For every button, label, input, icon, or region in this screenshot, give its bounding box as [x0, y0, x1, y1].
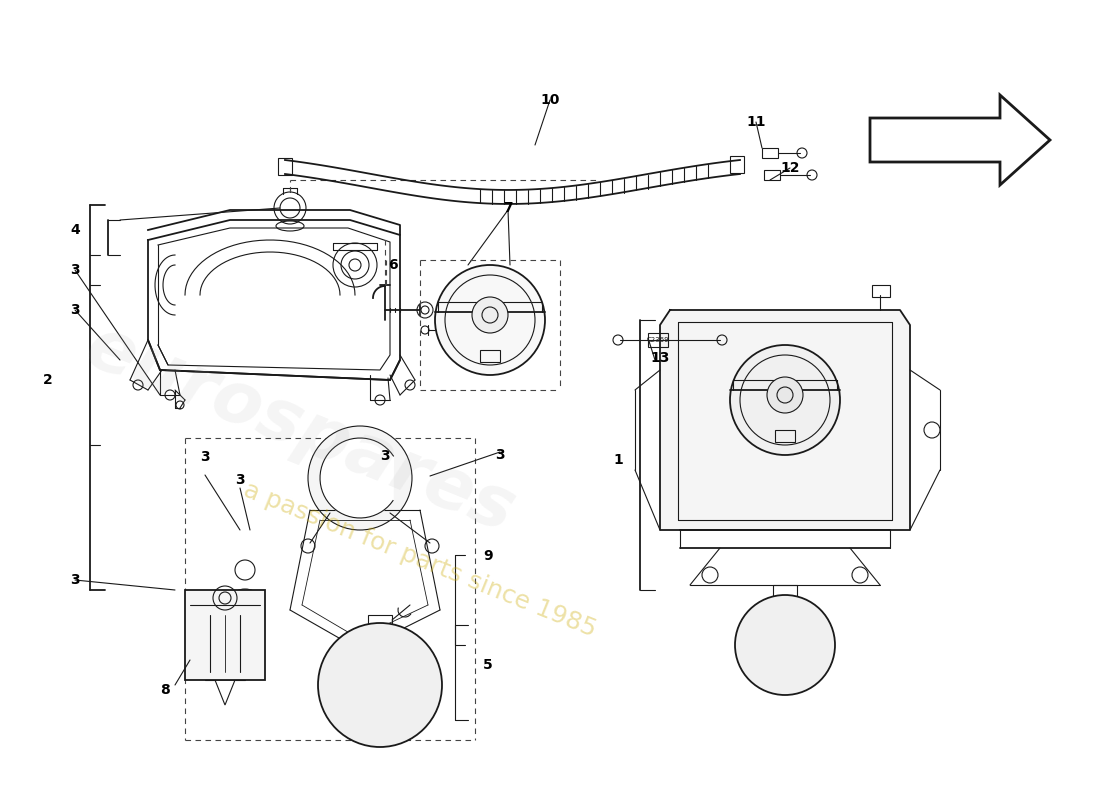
Bar — [762, 148, 778, 158]
Text: 4: 4 — [70, 223, 80, 237]
Bar — [872, 285, 890, 297]
Text: 10: 10 — [540, 93, 560, 107]
Text: 3: 3 — [70, 263, 80, 277]
Circle shape — [308, 426, 412, 530]
Text: 6: 6 — [388, 258, 398, 272]
Circle shape — [318, 623, 442, 747]
Text: 9: 9 — [483, 549, 493, 563]
Bar — [648, 333, 668, 347]
Circle shape — [767, 377, 803, 413]
Circle shape — [472, 297, 508, 333]
Text: a passion for parts since 1985: a passion for parts since 1985 — [240, 478, 600, 642]
Bar — [185, 590, 265, 680]
Circle shape — [336, 454, 384, 502]
Bar — [480, 350, 501, 362]
Text: 12: 12 — [780, 161, 800, 175]
Text: eurospares: eurospares — [75, 313, 525, 547]
Text: 3: 3 — [70, 573, 80, 587]
Bar — [773, 585, 798, 603]
Text: 3: 3 — [70, 303, 80, 317]
Text: 5: 5 — [483, 658, 493, 672]
Text: C2369: C2369 — [647, 337, 669, 343]
Polygon shape — [870, 95, 1050, 185]
Text: 11: 11 — [746, 115, 766, 129]
Text: 13: 13 — [650, 351, 670, 365]
Text: 8: 8 — [161, 683, 169, 697]
Bar — [368, 615, 392, 633]
Circle shape — [730, 345, 840, 455]
Polygon shape — [660, 310, 910, 530]
Text: 2: 2 — [43, 373, 53, 387]
Text: 3: 3 — [200, 450, 210, 464]
Circle shape — [434, 265, 544, 375]
Bar — [278, 158, 292, 175]
Text: 1: 1 — [613, 453, 623, 467]
Bar — [730, 156, 744, 173]
Polygon shape — [320, 438, 394, 518]
Bar — [764, 170, 780, 180]
Circle shape — [735, 595, 835, 695]
Text: 3: 3 — [235, 473, 245, 487]
Text: 3: 3 — [381, 449, 389, 463]
Text: 3: 3 — [495, 448, 505, 462]
Text: 7: 7 — [503, 201, 513, 215]
Bar — [776, 430, 795, 442]
